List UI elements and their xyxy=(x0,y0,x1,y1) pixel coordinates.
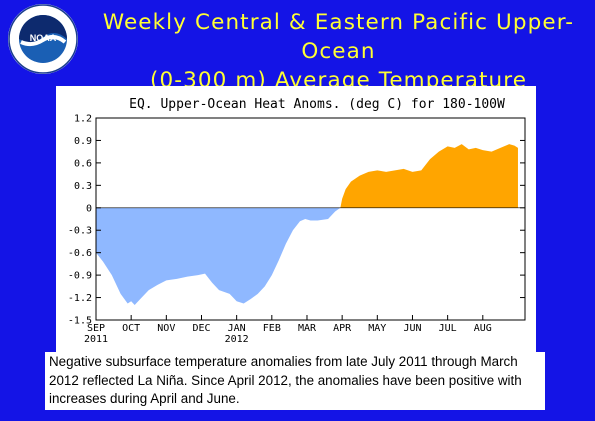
caption: Negative subsurface temperature anomalie… xyxy=(45,352,545,410)
x-tick-label: MAY xyxy=(368,323,386,334)
x-tick-label: SEP xyxy=(87,323,105,334)
chart-panel: EQ. Upper-Ocean Heat Anoms. (deg C) for … xyxy=(56,86,536,352)
caption-text: Negative subsurface temperature anomalie… xyxy=(49,354,522,406)
x-tick-label: OCT xyxy=(122,323,140,334)
y-tick-label: -1.2 xyxy=(68,293,92,304)
x-tick-label: JUL xyxy=(439,323,457,334)
x-tick-label: FEB xyxy=(263,323,281,334)
x-tick-label: NOV xyxy=(157,323,175,334)
y-tick-label: -0.9 xyxy=(68,271,92,282)
y-tick-label: 0.9 xyxy=(74,136,92,147)
y-tick-label: 1.2 xyxy=(74,114,92,125)
x-tick-label: AUG xyxy=(474,323,492,334)
negative-anomaly-area xyxy=(96,207,518,306)
y-tick-label: -0.3 xyxy=(68,226,92,237)
x-tick-sublabel: 2011 xyxy=(84,334,108,345)
title-line-1: Weekly Central & Eastern Pacific Upper-O… xyxy=(102,10,575,64)
noaa-logo-text: NOAA xyxy=(30,33,57,43)
plot-frame xyxy=(95,117,526,321)
y-tick-label: 0.3 xyxy=(74,181,92,192)
x-tick-label: APR xyxy=(333,323,352,334)
y-tick-label: -1.5 xyxy=(68,316,92,327)
x-tick-sublabel: 2012 xyxy=(225,334,249,345)
x-tick-label: MAR xyxy=(298,323,317,334)
heat-anomaly-chart: EQ. Upper-Ocean Heat Anoms. (deg C) for … xyxy=(68,97,526,345)
y-tick-label: 0.6 xyxy=(74,158,92,169)
positive-anomaly-area xyxy=(96,144,518,208)
noaa-logo-icon: NOAA xyxy=(8,4,78,74)
chart-title: EQ. Upper-Ocean Heat Anoms. (deg C) for … xyxy=(129,97,505,112)
x-tick-label: DEC xyxy=(192,323,210,334)
x-tick-label: JAN xyxy=(228,323,246,334)
x-tick-label: JUN xyxy=(403,323,421,334)
y-tick-label: -0.6 xyxy=(68,248,92,259)
y-tick-label: 0 xyxy=(86,203,92,214)
